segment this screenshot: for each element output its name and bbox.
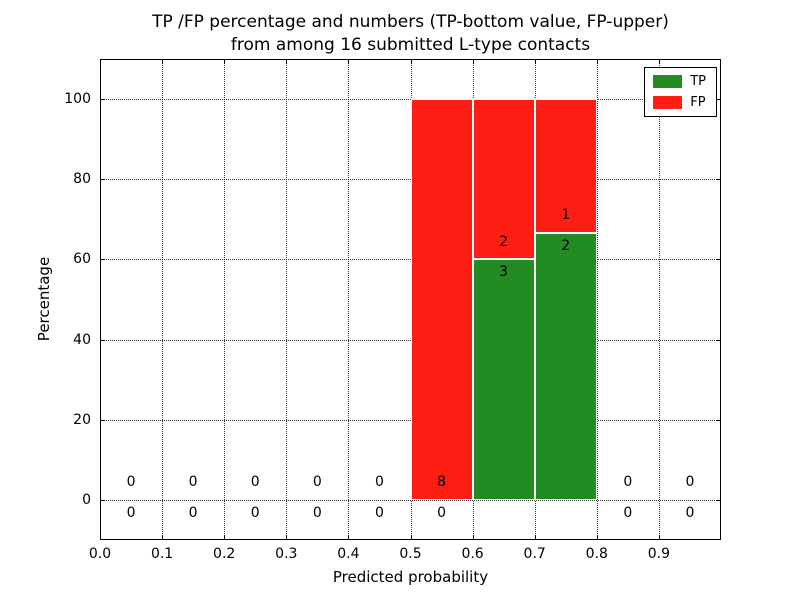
fp-count-label: 0 [250, 474, 260, 491]
y-tick-label: 0 [82, 491, 91, 508]
y-tick-mark [716, 339, 721, 341]
x-tick-label: 0.2 [213, 546, 236, 562]
y-tick-mark [100, 339, 105, 341]
x-tick-mark [410, 535, 412, 540]
bar-tp-segment [534, 232, 597, 500]
y-tick-mark [100, 419, 105, 421]
bar-fp-segment [534, 99, 597, 233]
fp-count-label: 0 [374, 474, 384, 491]
y-tick-mark [716, 419, 721, 421]
x-tick-label: 0.8 [585, 546, 608, 562]
x-tick-mark [534, 59, 536, 64]
x-tick-mark [410, 59, 412, 64]
x-tick-mark [596, 59, 598, 64]
x-gridline [596, 59, 598, 540]
fp-count-label: 1 [561, 207, 571, 224]
x-tick-mark [472, 535, 474, 540]
chart-title: TP /FP percentage and numbers (TP-bottom… [100, 11, 721, 57]
y-tick-label: 40 [73, 331, 91, 348]
y-tick-label: 100 [64, 91, 91, 108]
fp-legend-swatch [653, 96, 683, 109]
y-tick-mark [100, 499, 105, 501]
x-tick-label: 0.4 [337, 546, 360, 562]
y-tick-mark [100, 259, 105, 261]
x-tick-mark [162, 59, 164, 64]
tp-count-label: 0 [126, 504, 136, 521]
x-tick-mark [348, 535, 350, 540]
x-tick-label: 0.1 [150, 546, 174, 562]
x-axis-label: Predicted probability [332, 568, 489, 586]
fp-count-label: 2 [499, 233, 509, 250]
y-tick-mark [716, 499, 721, 501]
y-tick-label: 80 [73, 171, 91, 188]
x-tick-label: 0.5 [399, 546, 422, 562]
x-gridline [286, 59, 288, 540]
legend-item-tp: TP [653, 74, 706, 89]
x-tick-mark [658, 59, 660, 64]
fp-count-label: 0 [126, 474, 136, 491]
x-tick-mark [286, 535, 288, 540]
x-tick-mark [658, 535, 660, 540]
bar-fp-segment [472, 99, 535, 260]
x-gridline [658, 59, 660, 540]
x-gridline [224, 59, 226, 540]
x-tick-label: 0.3 [275, 546, 298, 562]
x-tick-mark [162, 535, 164, 540]
x-tick-mark [348, 59, 350, 64]
fp-count-label: 0 [623, 474, 633, 491]
tp-count-label: 0 [312, 504, 322, 521]
x-tick-mark [224, 59, 226, 64]
x-tick-label: 0.7 [523, 546, 546, 562]
x-tick-label: 0.6 [461, 546, 484, 562]
tp-count-label: 0 [250, 504, 260, 521]
fp-count-label: 0 [312, 474, 322, 491]
legend-item-fp: FP [653, 95, 706, 110]
y-tick-mark [100, 179, 105, 181]
x-tick-mark [596, 535, 598, 540]
tp-count-label: 0 [188, 504, 198, 521]
y-tick-label: 20 [73, 411, 91, 428]
y-tick-label: 60 [73, 251, 91, 268]
fp-count-label: 0 [188, 474, 198, 491]
fp-count-label: 0 [685, 474, 695, 491]
y-tick-mark [716, 99, 721, 101]
y-tick-mark [716, 179, 721, 181]
x-tick-mark [534, 535, 536, 540]
x-gridline [162, 59, 164, 540]
tp-count-label: 0 [437, 504, 447, 521]
x-tick-label: 0.9 [647, 546, 671, 562]
plot-area: TP FP 0 0 0 0 0 0 0 0 0 0 8 0 2 3 1 2 0 0 0 0 [100, 59, 721, 540]
chart-title-line2: from among 16 submitted L-type contacts [230, 35, 591, 55]
legend: TP FP [644, 67, 717, 117]
x-tick-mark [286, 59, 288, 64]
x-tick-mark [224, 535, 226, 540]
tp-count-label: 0 [374, 504, 384, 521]
x-tick-mark [472, 59, 474, 64]
fp-legend-label: FP [690, 95, 706, 110]
tp-legend-swatch [653, 75, 683, 88]
y-tick-mark [100, 99, 105, 101]
y-axis-label: Percentage [35, 256, 53, 342]
tp-count-label: 0 [685, 504, 695, 521]
tp-count-label: 3 [499, 264, 509, 281]
x-gridline [348, 59, 350, 540]
x-tick-label: 0.0 [88, 546, 112, 562]
tp-count-label: 0 [623, 504, 633, 521]
bar-tp-segment [472, 259, 535, 500]
bar-fp-segment [410, 99, 473, 500]
fp-count-label: 8 [437, 474, 447, 491]
tp-count-label: 2 [561, 237, 571, 254]
chart-title-line1: TP /FP percentage and numbers (TP-bottom… [152, 12, 669, 32]
tp-legend-label: TP [690, 74, 706, 89]
y-tick-mark [716, 259, 721, 261]
